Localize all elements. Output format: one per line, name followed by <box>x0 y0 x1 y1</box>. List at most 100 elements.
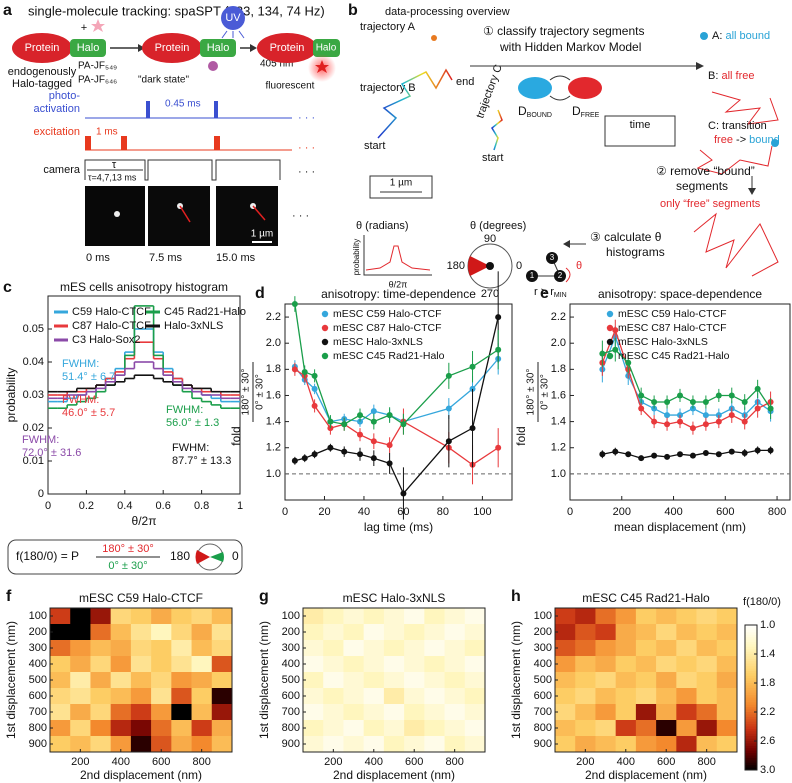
decoration-rect <box>146 101 150 118</box>
y-tick-label: 1.8 <box>266 363 281 375</box>
heatmap-cell <box>151 624 172 641</box>
decoration-path <box>468 256 490 276</box>
heatmap-cell <box>50 720 71 737</box>
heatmap-cell <box>424 720 445 737</box>
formula: 0 <box>232 549 239 563</box>
heatmap-cell <box>90 624 111 641</box>
decoration-polyline <box>365 245 431 271</box>
state-label: DFREE <box>572 104 600 119</box>
data-point <box>702 421 709 428</box>
heatmap-cell <box>323 704 344 721</box>
y-tick-label: 100 <box>534 610 552 622</box>
colorbar-segment <box>745 699 757 703</box>
panel-title: single-molecule tracking: spaSPT (223, 1… <box>28 3 325 18</box>
heatmap-cell <box>575 736 596 753</box>
heatmap-cell <box>464 672 486 689</box>
legend-label: C3 Halo-Sox2 <box>72 334 140 346</box>
colorbar-tick-label: 2.6 <box>760 735 775 747</box>
heatmap-cell <box>716 688 738 705</box>
colorbar-segment <box>745 712 757 715</box>
heatmap-cell <box>303 624 324 641</box>
heatmap-cell <box>676 688 697 705</box>
data-point <box>741 418 748 425</box>
y-tick-label: 2.0 <box>266 337 281 349</box>
colorbar-segment <box>745 702 757 706</box>
class-label: free -> bound <box>714 134 780 146</box>
heatmap-cell <box>424 688 445 705</box>
y-tick-label: 500 <box>282 674 300 686</box>
data-point <box>370 455 377 462</box>
decoration-polygon <box>138 44 145 52</box>
heatmap-cell <box>50 704 71 721</box>
heatmap-cell <box>464 736 486 753</box>
ellipsis: · · · <box>298 112 315 124</box>
data-point <box>311 451 318 458</box>
y-tick-label: 400 <box>282 658 300 670</box>
heatmap-cell <box>383 688 405 705</box>
heatmap-cell <box>404 608 425 625</box>
heatmap-cell <box>595 656 616 673</box>
fwhm-annotation: FWHM: <box>172 442 209 454</box>
heatmap-cell <box>363 608 385 625</box>
heatmap-cell <box>615 704 637 721</box>
heatmap-cell <box>656 736 677 753</box>
legend-marker <box>321 324 329 332</box>
heatmap-cell <box>363 640 385 657</box>
step-label: segments <box>676 179 728 193</box>
y-tick-label: 0.01 <box>23 455 44 467</box>
heatmap-cell <box>635 720 657 737</box>
legend-marker <box>321 338 329 346</box>
y-tick-label: 900 <box>282 738 300 750</box>
heatmap-cell <box>110 608 132 625</box>
colorbar-segment <box>745 666 757 669</box>
class-text: free <box>714 134 733 146</box>
heatmap-cell <box>716 640 738 657</box>
legend-marker <box>321 352 329 360</box>
heatmap-cell <box>424 656 445 673</box>
colorbar-segment <box>745 654 757 657</box>
heatmap-cell <box>151 704 172 721</box>
heatmap-cell <box>90 688 111 705</box>
heatmap-cell <box>211 688 233 705</box>
y-tick-label: 0.02 <box>23 422 44 434</box>
panel-label: a <box>3 2 12 19</box>
heatmap-cell <box>424 736 445 753</box>
data-point <box>689 425 696 432</box>
decoration-circle <box>114 211 120 217</box>
colorbar-segment <box>745 695 757 698</box>
decoration-circle <box>486 262 494 270</box>
heatmap-cell <box>444 608 466 625</box>
heatmap-cell <box>676 720 697 737</box>
x-tick-label: 0 <box>282 506 288 518</box>
colorbar-segment <box>745 629 757 633</box>
heatmap-cell <box>130 736 152 753</box>
heatmap-cell <box>110 656 132 673</box>
state-subscript: BOUND <box>527 112 552 119</box>
data-point <box>741 399 748 405</box>
x-tick-label: 600 <box>657 756 675 768</box>
decoration-circle <box>700 32 708 40</box>
class-text: all bound <box>725 30 770 42</box>
heatmap-cell <box>595 736 616 753</box>
decoration-rect <box>216 186 278 246</box>
colorbar-segment <box>745 704 757 708</box>
heatmap-cell <box>191 624 213 641</box>
heatmap-cell <box>404 720 425 737</box>
frame-label: 7.5 ms <box>149 252 183 264</box>
panel-label: f <box>6 588 12 605</box>
heatmap-cell <box>383 640 405 657</box>
plus-sign: + <box>81 22 87 34</box>
data-point <box>327 418 334 425</box>
heatmap-cell <box>696 736 718 753</box>
heatmap-cell <box>211 624 233 641</box>
step-label: ② remove “bound” <box>656 164 755 178</box>
heatmap-cell <box>615 608 637 625</box>
y-axis-title: 180° ± 30° <box>526 369 537 416</box>
protein-label: Protein <box>270 42 305 54</box>
data-point <box>311 402 318 409</box>
y-tick-label: 500 <box>29 674 47 686</box>
heatmap-cell <box>323 624 344 641</box>
y-tick-label: 600 <box>534 690 552 702</box>
colorbar-segment <box>745 678 757 681</box>
heatmap-cell <box>50 624 71 641</box>
